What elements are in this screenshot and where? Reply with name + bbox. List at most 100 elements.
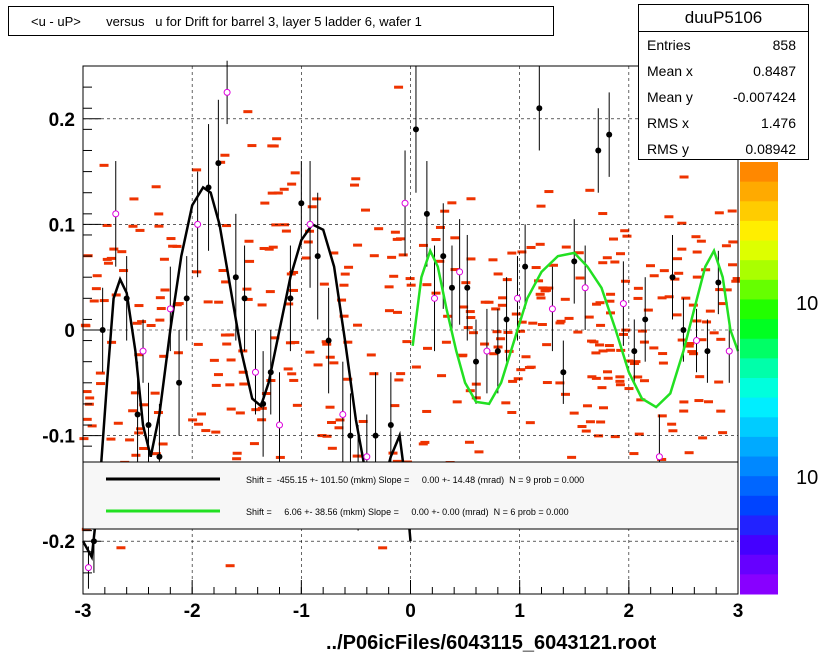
histogram-cell [235, 411, 245, 415]
color-scale-segment [740, 358, 778, 379]
histogram-cell [339, 314, 349, 318]
histogram-cell [125, 438, 135, 442]
histogram-cell [457, 354, 467, 358]
histogram-cell [463, 326, 473, 330]
stats-row-mean-y: Mean y -0.007424 [639, 84, 808, 110]
histogram-cell [366, 353, 376, 357]
histogram-cell [688, 303, 698, 307]
profile-marker [166, 305, 174, 313]
histogram-cell [290, 340, 300, 344]
histogram-cell [501, 401, 511, 405]
histogram-cell [695, 375, 705, 379]
histogram-cell [109, 247, 119, 251]
histogram-cell [232, 451, 242, 455]
profile-marker [581, 284, 589, 292]
profile-marker [347, 432, 354, 439]
histogram-cell [260, 201, 270, 205]
histogram-cell [716, 337, 726, 341]
stats-box: duuP5106 Entries 858 Mean x 0.8487 Mean … [638, 4, 809, 160]
histogram-cell [535, 292, 545, 296]
x-tick-label: 3 [733, 601, 744, 622]
histogram-cell [437, 374, 447, 378]
histogram-cell [139, 403, 149, 407]
histogram-cell [270, 336, 280, 340]
histogram-cell [575, 276, 585, 280]
histogram-cell [536, 296, 546, 300]
histogram-cell [279, 223, 289, 227]
stats-label: Mean x [647, 63, 693, 79]
histogram-cell [535, 242, 545, 246]
histogram-cell [465, 310, 475, 314]
histogram-cell [431, 238, 441, 242]
histogram-cell [257, 418, 267, 422]
histogram-cell [352, 454, 362, 458]
histogram-cell [335, 418, 345, 422]
histogram-cell [243, 110, 253, 114]
histogram-cell [150, 391, 160, 395]
histogram-cell [226, 407, 236, 411]
histogram-cell [431, 291, 441, 295]
histogram-cell [369, 254, 379, 258]
profile-marker [251, 368, 259, 376]
histogram-cell [639, 340, 649, 344]
profile-marker [298, 200, 305, 207]
histogram-cell [103, 261, 113, 265]
histogram-cell [517, 320, 527, 324]
histogram-cell [155, 318, 165, 322]
profile-marker [560, 369, 567, 376]
histogram-cell [728, 263, 738, 267]
histogram-cell [81, 324, 91, 328]
histogram-cell [622, 234, 632, 238]
histogram-cell [222, 224, 232, 228]
histogram-cell [405, 277, 415, 281]
histogram-cell [221, 280, 231, 284]
histogram-cell [645, 264, 655, 268]
histogram-cell [468, 331, 478, 335]
histogram-cell [556, 319, 566, 323]
profile-marker [423, 210, 430, 217]
colorbar-label-lower: 10 [796, 467, 818, 489]
profile-marker [176, 379, 183, 386]
histogram-cell [591, 351, 601, 355]
histogram-cell [420, 440, 430, 444]
color-scale-segment [740, 515, 778, 536]
y-tick-label: -0.2 [42, 532, 75, 553]
histogram-cell [681, 296, 691, 300]
histogram-cell [599, 406, 609, 410]
histogram-cell [715, 288, 725, 292]
histogram-cell [528, 321, 538, 325]
color-scale-segment [740, 260, 778, 281]
histogram-cell [603, 376, 613, 380]
stats-row-entries: Entries 858 [639, 32, 808, 58]
histogram-cell [289, 378, 299, 382]
histogram-cell [721, 244, 731, 248]
histogram-cell [727, 209, 737, 213]
profile-marker [606, 131, 613, 138]
histogram-cell [577, 425, 587, 429]
histogram-cell [154, 212, 164, 216]
histogram-cell [151, 452, 161, 456]
histogram-cell [516, 368, 526, 372]
color-scale-segment [740, 436, 778, 458]
profile-marker [314, 253, 321, 260]
histogram-cell [343, 340, 353, 344]
histogram-cell [595, 343, 605, 347]
histogram-cell [339, 283, 349, 287]
histogram-cell [692, 275, 702, 279]
stats-row-mean-x: Mean x 0.8487 [639, 58, 808, 84]
profile-marker [655, 453, 663, 461]
histogram-cell [649, 274, 659, 278]
color-scale-segment [740, 456, 778, 477]
histogram-cell [192, 270, 202, 274]
profile-marker [595, 147, 602, 154]
histogram-cell [637, 329, 647, 333]
color-scale-segment [740, 162, 778, 183]
histogram-cell [511, 312, 521, 316]
color-scale-segment [740, 299, 778, 320]
histogram-cell [209, 358, 219, 362]
histogram-cell [567, 455, 577, 459]
histogram-cell [687, 350, 697, 354]
histogram-cell [247, 144, 257, 148]
profile-marker [571, 258, 578, 265]
profile-marker [215, 160, 222, 167]
